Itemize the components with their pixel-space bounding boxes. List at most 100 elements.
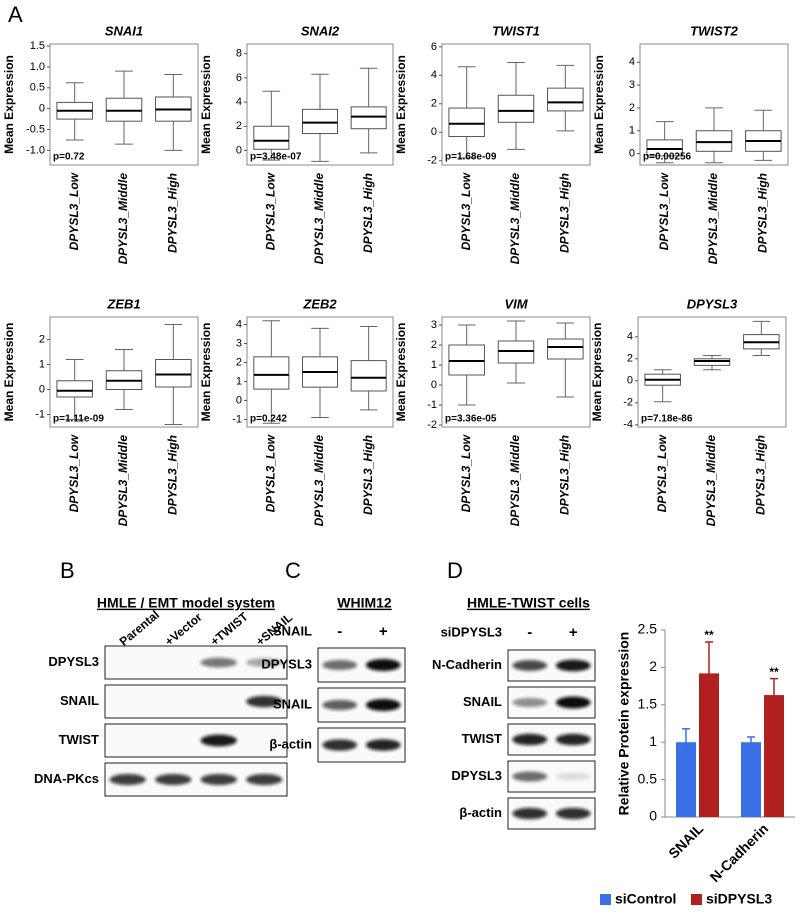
y-axis-label: Mean Expression: [592, 55, 606, 154]
x-tick-label: SNAIL: [665, 820, 706, 861]
blot-band: [512, 660, 548, 671]
box: [105, 97, 143, 122]
x-tick-label: DPYSL3_High: [166, 173, 180, 253]
x-tick-label: DPYSL3_Middle: [706, 173, 720, 265]
blot-band: [555, 807, 591, 820]
y-tick-label: 0.5: [638, 770, 658, 786]
panel-label: B: [60, 558, 75, 583]
p-value: p=0.72: [53, 152, 85, 163]
p-value: p=3.48e-07: [250, 152, 302, 163]
condition-label: siDPYSL3: [441, 624, 502, 639]
blot-band: [512, 697, 548, 708]
y-tick-label: 4: [236, 318, 242, 330]
row-label: SNAIL: [60, 693, 99, 708]
blot-band: [322, 739, 358, 751]
box: [547, 87, 584, 112]
box: [693, 358, 731, 366]
y-tick-label: -0.5: [26, 123, 45, 135]
significance: **: [769, 665, 779, 679]
row-label: DNA-PKcs: [34, 771, 99, 786]
x-tick-label: DPYSL3_Low: [657, 172, 671, 250]
plot-title: SNAI2: [301, 23, 340, 38]
x-tick-label: DPYSL3_High: [558, 173, 572, 253]
x-tick-label: DPYSL3_Low: [67, 434, 81, 512]
plot-title: DPYSL3: [687, 296, 738, 311]
y-tick-label: 0: [431, 126, 437, 138]
y-tick-label: -1: [232, 413, 242, 425]
box: [56, 380, 93, 398]
y-tick-label: -2: [427, 419, 437, 431]
y-tick-label: 0: [431, 379, 437, 391]
y-tick-label: 0: [39, 383, 45, 395]
box: [350, 106, 387, 130]
blot-title: WHIM12: [337, 595, 392, 611]
x-tick-label: DPYSL3_High: [166, 435, 180, 515]
y-tick-label: 4: [629, 56, 635, 68]
y-axis-label: Mean Expression: [2, 55, 16, 154]
blot-band: [246, 695, 283, 708]
y-tick-label: 2: [431, 98, 437, 110]
plot-title: ZEB1: [106, 296, 140, 311]
panel-label: A: [8, 2, 23, 27]
lane-label: +: [569, 624, 578, 641]
y-tick-label: 0: [627, 375, 633, 387]
x-tick-label: DPYSL3_Middle: [312, 435, 326, 527]
x-tick-label: DPYSL3_Low: [655, 434, 669, 512]
plot-title: VIM: [504, 296, 528, 311]
y-axis-label: Mean Expression: [2, 323, 16, 422]
blot-band: [365, 739, 401, 751]
y-tick-label: 0: [236, 144, 242, 156]
box: [301, 108, 339, 135]
y-tick-label: 2: [627, 353, 633, 365]
y-axis-label: Mean Expression: [199, 55, 213, 154]
row-label: DPYSL3: [451, 768, 502, 783]
box: [155, 359, 192, 388]
plot-frame: [639, 43, 789, 166]
y-tick-label: 2: [649, 658, 657, 674]
x-tick-label: DPYSL3_High: [558, 435, 572, 515]
p-value: p=0.00256: [643, 152, 692, 163]
box: [497, 94, 535, 123]
box: [253, 125, 290, 150]
blot-band: [512, 733, 548, 746]
y-tick-label: 1: [39, 358, 45, 370]
blot-band: [555, 772, 591, 781]
y-tick-label: 2: [236, 356, 242, 368]
plot-frame: [441, 316, 591, 428]
y-axis-label: Mean Expression: [199, 323, 213, 422]
y-tick-label: 1.0: [30, 61, 45, 73]
blot-band: [555, 733, 591, 746]
blot-frame: [104, 723, 288, 758]
y-tick-label: 0: [649, 808, 657, 824]
blot-band: [365, 659, 401, 671]
blot-band: [365, 699, 401, 711]
box: [547, 338, 584, 360]
y-axis-label: Mean Expression: [394, 55, 408, 154]
y-tick-label: 1.5: [30, 40, 45, 52]
blot-band: [322, 699, 358, 711]
box: [646, 139, 683, 157]
box: [350, 360, 387, 392]
plot-frame: [246, 43, 394, 166]
y-tick-label: 3: [629, 79, 635, 91]
y-tick-label: 3: [431, 319, 437, 331]
p-value: p=7.18e-86: [641, 414, 693, 425]
y-tick-label: 2.5: [638, 621, 658, 637]
y-tick-label: 1: [629, 125, 635, 137]
y-tick-label: 1: [649, 733, 657, 749]
box: [448, 107, 485, 138]
x-tick-label: DPYSL3_Middle: [508, 173, 522, 265]
y-tick-label: -2: [623, 397, 633, 409]
row-label: β-actin: [459, 805, 502, 820]
panel-label: C: [285, 558, 301, 583]
y-tick-label: -1: [35, 408, 45, 420]
y-tick-label: 6: [431, 41, 437, 53]
row-label: N-Cadherin: [432, 657, 502, 672]
p-value: p=1.11e-09: [53, 414, 104, 425]
x-tick-label: DPYSL3_High: [361, 435, 375, 515]
y-tick-label: 4: [431, 69, 437, 81]
significance: **: [704, 628, 714, 642]
x-tick-label: DPYSL3_Low: [459, 172, 473, 250]
blot-band: [322, 660, 358, 670]
legend-label: siDPYSL3: [706, 891, 772, 907]
